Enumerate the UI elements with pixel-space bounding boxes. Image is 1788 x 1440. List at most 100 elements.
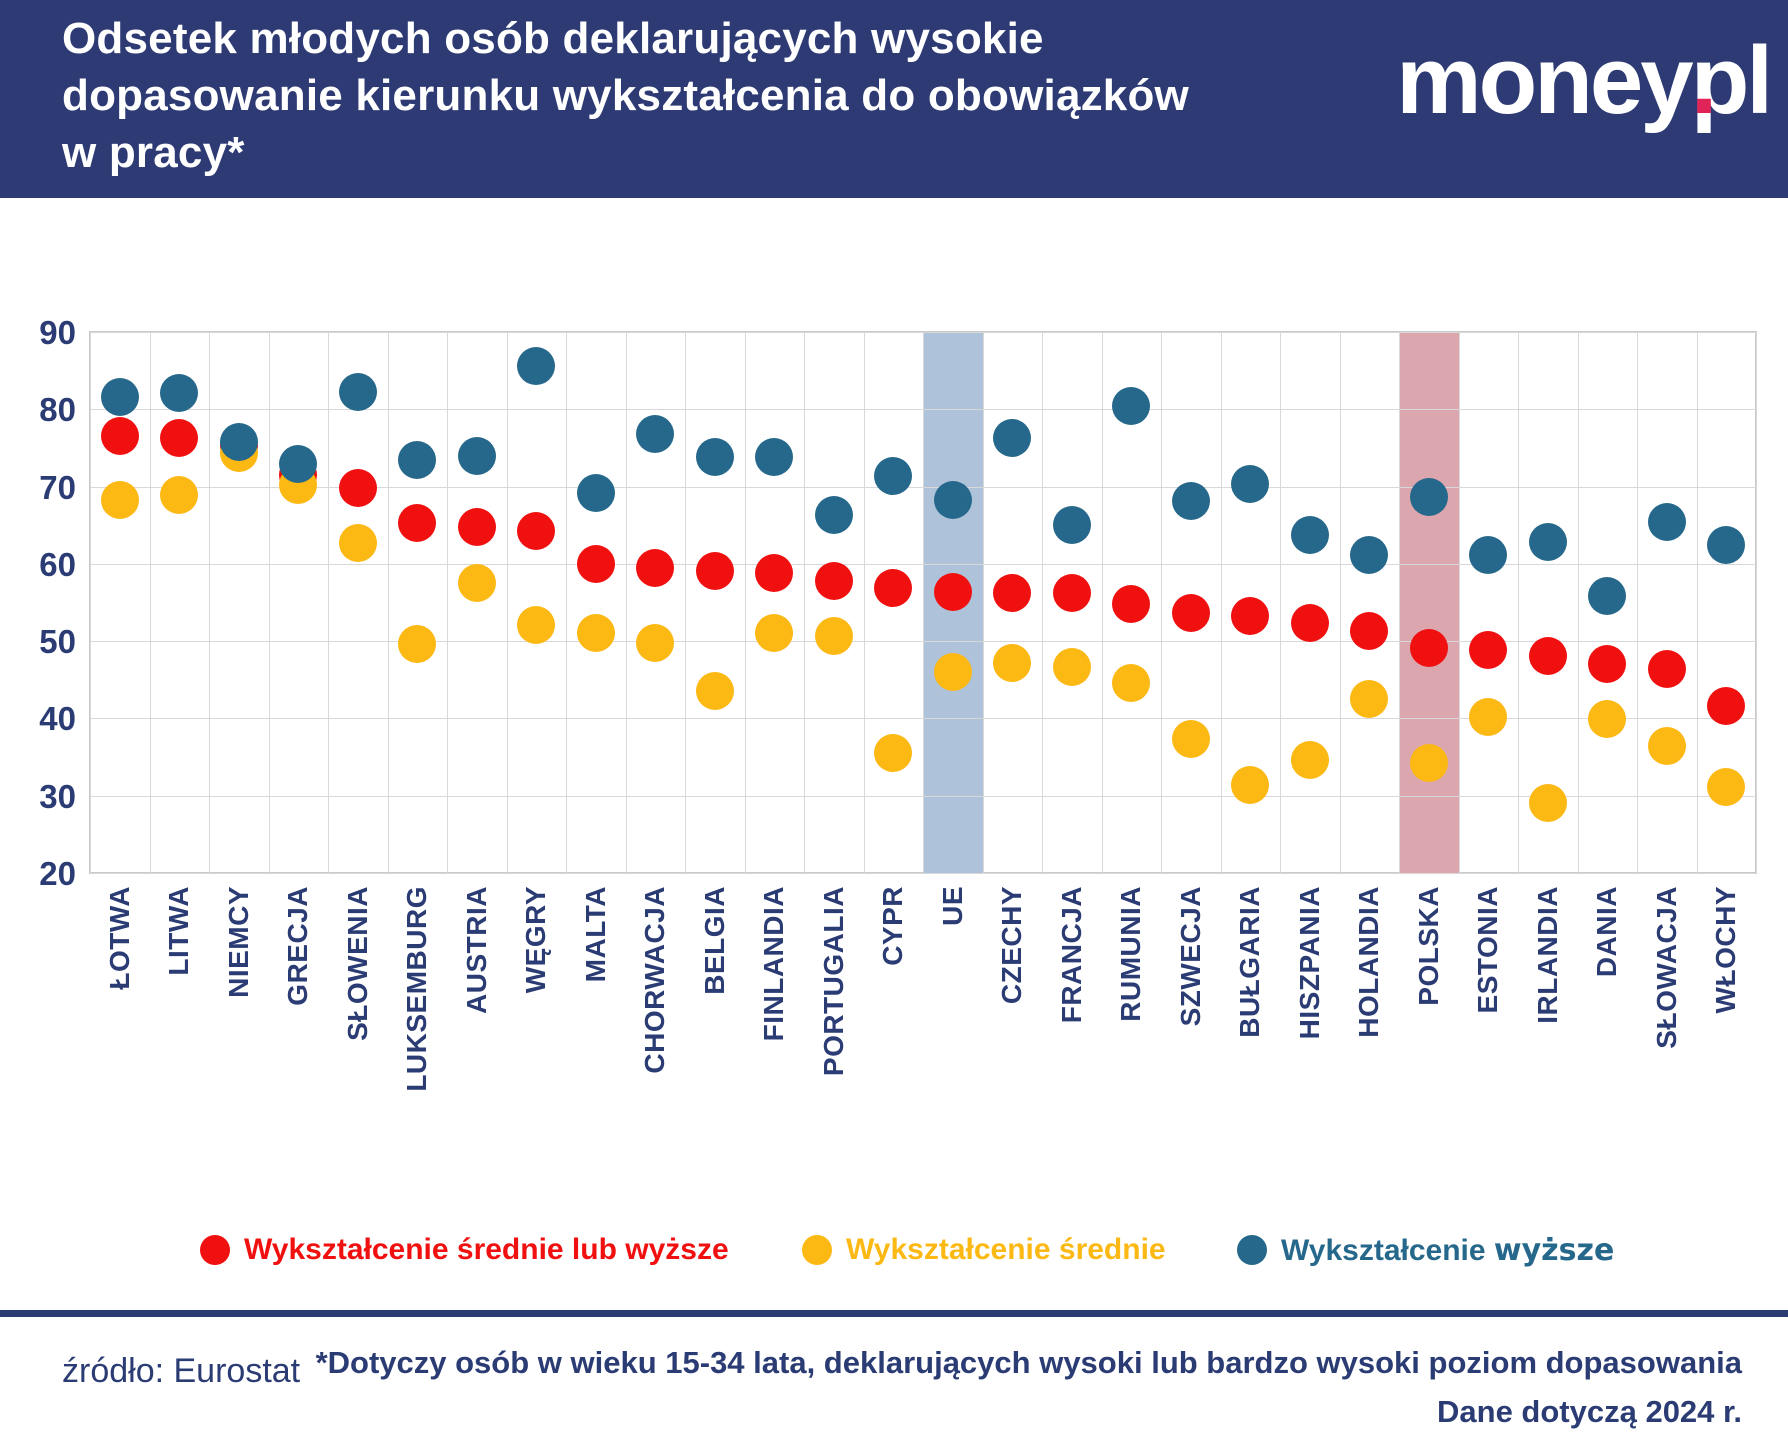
logo-money-text: money	[1396, 27, 1693, 134]
data-dot-yellow	[1528, 783, 1567, 822]
gridline	[744, 332, 746, 873]
x-axis-label: DANIA	[1591, 886, 1623, 978]
title-line-1: Odsetek młodych osób deklarujących wysok…	[62, 14, 1044, 63]
data-dot-blue	[1707, 526, 1746, 565]
data-dot-red	[993, 574, 1032, 613]
gridline	[1101, 332, 1103, 873]
data-dot-blue	[814, 496, 853, 535]
gridline	[506, 332, 508, 873]
data-dot-red	[1409, 629, 1448, 668]
x-axis-label: SZWECJA	[1174, 886, 1206, 1027]
legend-label-secondary: Wykształcenie średnie	[846, 1233, 1166, 1266]
data-dot-blue	[1409, 478, 1448, 517]
y-axis-label: 40	[39, 700, 76, 738]
data-dot-yellow	[933, 653, 972, 692]
y-axis-label: 50	[39, 623, 76, 661]
data-dot-blue	[755, 438, 794, 477]
data-dot-blue	[1290, 516, 1329, 555]
x-axis-label: IRLANDIA	[1531, 886, 1563, 1024]
data-dot-red	[1231, 597, 1270, 636]
gridline	[1756, 332, 1757, 873]
data-dot-yellow	[993, 643, 1032, 682]
gridline	[1518, 332, 1519, 873]
data-dot-yellow	[1231, 765, 1270, 804]
data-dot-blue	[457, 437, 496, 476]
gridline	[1339, 332, 1341, 873]
x-axis-label: LITWA	[163, 886, 195, 976]
data-dot-blue	[398, 441, 437, 480]
data-dot-yellow	[576, 614, 615, 653]
footnote-line-2: Dane dotyczą 2024 r.	[1437, 1394, 1742, 1429]
gridline	[1399, 332, 1400, 873]
header-bar: Odsetek młodych osób deklarujących wysok…	[0, 0, 1788, 198]
data-dot-yellow	[874, 734, 913, 773]
footer-divider	[0, 1310, 1788, 1317]
x-axis-label: WŁOCHY	[1710, 886, 1742, 1014]
gridline	[685, 332, 686, 873]
gridline	[90, 873, 1756, 874]
logo-pl-text: pl	[1690, 27, 1773, 134]
data-dot-blue	[1647, 503, 1686, 542]
x-axis-label: UE	[936, 886, 968, 926]
data-dot-yellow	[1588, 700, 1627, 739]
x-axis-label: AUSTRIA	[460, 886, 492, 1014]
gridline	[387, 332, 389, 873]
data-dot-blue	[1528, 523, 1567, 562]
data-dot-red	[933, 572, 972, 611]
legend-label-higher: Wykształcenie wyższe	[1281, 1233, 1614, 1268]
x-axis-label: FRANCJA	[1055, 886, 1087, 1024]
data-dot-red	[1290, 603, 1329, 642]
gridline	[447, 332, 448, 873]
x-axis-label: CYPR	[877, 886, 909, 966]
x-axis-label: RUMUNIA	[1115, 886, 1147, 1022]
x-axis-label: NIEMCY	[222, 886, 254, 998]
x-axis-label: HISZPANIA	[1293, 886, 1325, 1040]
data-dot-red	[398, 503, 437, 542]
data-dot-red	[100, 417, 139, 456]
y-axis-label: 70	[39, 468, 76, 506]
data-dot-blue	[993, 418, 1032, 457]
data-dot-yellow	[1350, 680, 1389, 719]
data-dot-red	[755, 554, 794, 593]
y-axis-label: 30	[39, 777, 76, 815]
data-dot-red	[695, 551, 734, 590]
x-axis-label: SŁOWACJA	[1650, 886, 1682, 1049]
gridline	[90, 332, 91, 873]
source-text: źródło: Eurostat	[62, 1352, 301, 1390]
data-dot-yellow	[695, 672, 734, 711]
data-dot-blue	[1171, 482, 1210, 521]
data-dot-blue	[1052, 506, 1091, 545]
data-dot-yellow	[1409, 744, 1448, 783]
gridline	[566, 332, 567, 873]
data-dot-blue	[100, 377, 139, 416]
data-dot-red	[1171, 594, 1210, 633]
data-dot-red	[1528, 636, 1567, 675]
data-dot-red	[814, 561, 853, 600]
logo-dot-icon: .	[1690, 27, 1718, 134]
gridline	[982, 332, 984, 873]
data-dot-red	[1052, 574, 1091, 613]
data-dot-red	[576, 544, 615, 583]
data-dot-red	[457, 507, 496, 546]
footnote: *Dotyczy osób w wieku 15-34 lata, deklar…	[316, 1338, 1742, 1436]
data-dot-red	[517, 512, 556, 551]
gridline	[625, 332, 627, 873]
data-dot-yellow	[1647, 727, 1686, 766]
gridline	[149, 332, 151, 873]
data-dot-yellow	[814, 616, 853, 655]
data-dot-yellow	[100, 480, 139, 519]
x-axis-label: SŁOWENIA	[341, 886, 373, 1041]
data-dot-blue	[1588, 577, 1627, 616]
gridline	[209, 332, 210, 873]
plot-area: 20 30 40 50 60 70 80 90	[39, 316, 1757, 890]
data-dot-red	[1707, 687, 1746, 726]
y-axis-label: 60	[39, 545, 76, 583]
gridline	[1458, 332, 1460, 873]
data-dot-yellow	[1707, 768, 1746, 807]
data-dot-red	[1112, 585, 1151, 624]
legend-label-secondary-or-higher: Wykształcenie średnie lub wyższe	[244, 1233, 729, 1266]
x-axis-label: FINLANDIA	[758, 886, 790, 1042]
legend-item-higher: Wykształcenie wyższe	[1237, 1232, 1614, 1268]
x-axis-label: PORTUGALIA	[817, 886, 849, 1077]
highlight-band-polska	[1399, 332, 1459, 873]
